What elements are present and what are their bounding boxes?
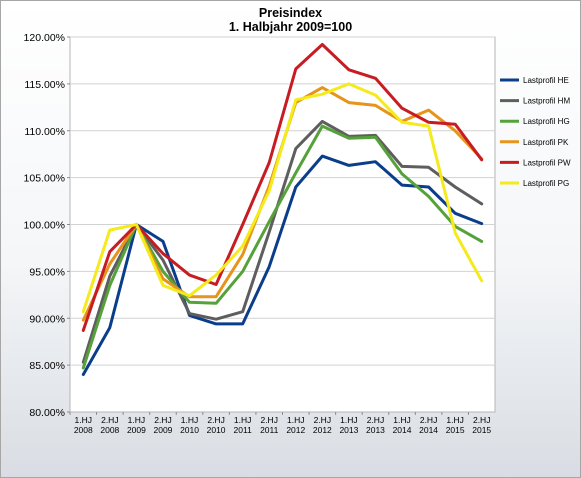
x-tick-label-year: 2008: [74, 425, 93, 435]
x-tick-label-year: 2015: [472, 425, 491, 435]
x-tick-label-half: 2.HJ: [420, 415, 437, 425]
x-tick-label-half: 1.HJ: [234, 415, 251, 425]
x-tick-label-half: 1.HJ: [393, 415, 410, 425]
y-tick-label: 80.00%: [29, 407, 65, 419]
x-tick-label-half: 1.HJ: [287, 415, 304, 425]
x-tick-label-half: 2.HJ: [473, 415, 490, 425]
grid-layer: [70, 36, 495, 366]
y-tick-label: 115.00%: [24, 79, 65, 91]
y-axis-ticks: 80.00% 85.00% 90.00% 95.00% 100.00% 105.00% 11…: [24, 32, 70, 419]
y-tick-label: 95.00%: [29, 266, 65, 278]
x-tick-label-year: 2014: [419, 425, 438, 435]
series-line-lastprofil-hm: [81, 119, 484, 364]
series-line-lastprofil-pw: [81, 43, 484, 332]
chart-title: Preisindex: [258, 6, 323, 20]
x-tick-label-half: 2.HJ: [207, 415, 224, 425]
legend-label: Lastprofil PK: [523, 138, 569, 147]
chart-subtitle: 1. Halbjahr 2009=100: [228, 20, 353, 34]
x-tick-label-year: 2010: [180, 425, 199, 435]
legend: Lastprofil HE Lastprofil HM Lastprofil HG L…: [500, 76, 571, 188]
legend-label: Lastprofil PG: [523, 179, 569, 188]
x-tick-label-half: 2.HJ: [154, 415, 171, 425]
legend-label: Lastprofil HG: [523, 117, 570, 126]
x-tick-label-year: 2011: [234, 425, 253, 435]
x-tick-label-year: 2008: [100, 425, 119, 435]
x-tick-label-year: 2013: [339, 425, 358, 435]
legend-label: Lastprofil HM: [523, 97, 570, 106]
x-tick-label-half: 1.HJ: [75, 415, 92, 425]
x-tick-label-year: 2015: [446, 425, 465, 435]
x-tick-label-half: 1.HJ: [340, 415, 357, 425]
x-tick-label-year: 2011: [260, 425, 279, 435]
chart-title-block: Preisindex 1. Halbjahr 2009=100: [0, 6, 581, 34]
x-tick-label-half: 2.HJ: [314, 415, 331, 425]
legend-label: Lastprofil PW: [523, 158, 571, 167]
x-tick-label-year: 2009: [154, 425, 173, 435]
y-tick-label: 100.00%: [24, 220, 65, 232]
x-tick-label-half: 1.HJ: [128, 415, 145, 425]
x-tick-label-year: 2012: [313, 425, 332, 435]
series-layer: [81, 43, 484, 376]
y-tick-label: 105.00%: [24, 173, 65, 185]
x-tick-label-half: 1.HJ: [446, 415, 463, 425]
x-tick-label-half: 2.HJ: [260, 415, 277, 425]
y-tick-label: 120.00%: [24, 32, 65, 44]
y-tick-label: 90.00%: [29, 313, 65, 325]
x-tick-label-year: 2009: [127, 425, 146, 435]
y-tick-label: 110.00%: [24, 126, 65, 138]
x-tick-label-half: 2.HJ: [367, 415, 384, 425]
x-tick-label-half: 1.HJ: [181, 415, 198, 425]
series-line-lastprofil-hg: [81, 124, 484, 370]
x-tick-label-half: 2.HJ: [101, 415, 118, 425]
x-tick-label-year: 2010: [207, 425, 226, 435]
x-tick-label-year: 2012: [286, 425, 305, 435]
x-axis-ticks: 1.HJ20082.HJ20081.HJ20092.HJ20091.HJ2010…: [69, 412, 491, 435]
series-line-lastprofil-pg: [81, 82, 484, 314]
y-tick-label: 85.00%: [29, 360, 65, 372]
x-tick-label-year: 2014: [393, 425, 412, 435]
legend-label: Lastprofil HE: [523, 76, 569, 85]
x-tick-label-year: 2013: [366, 425, 385, 435]
